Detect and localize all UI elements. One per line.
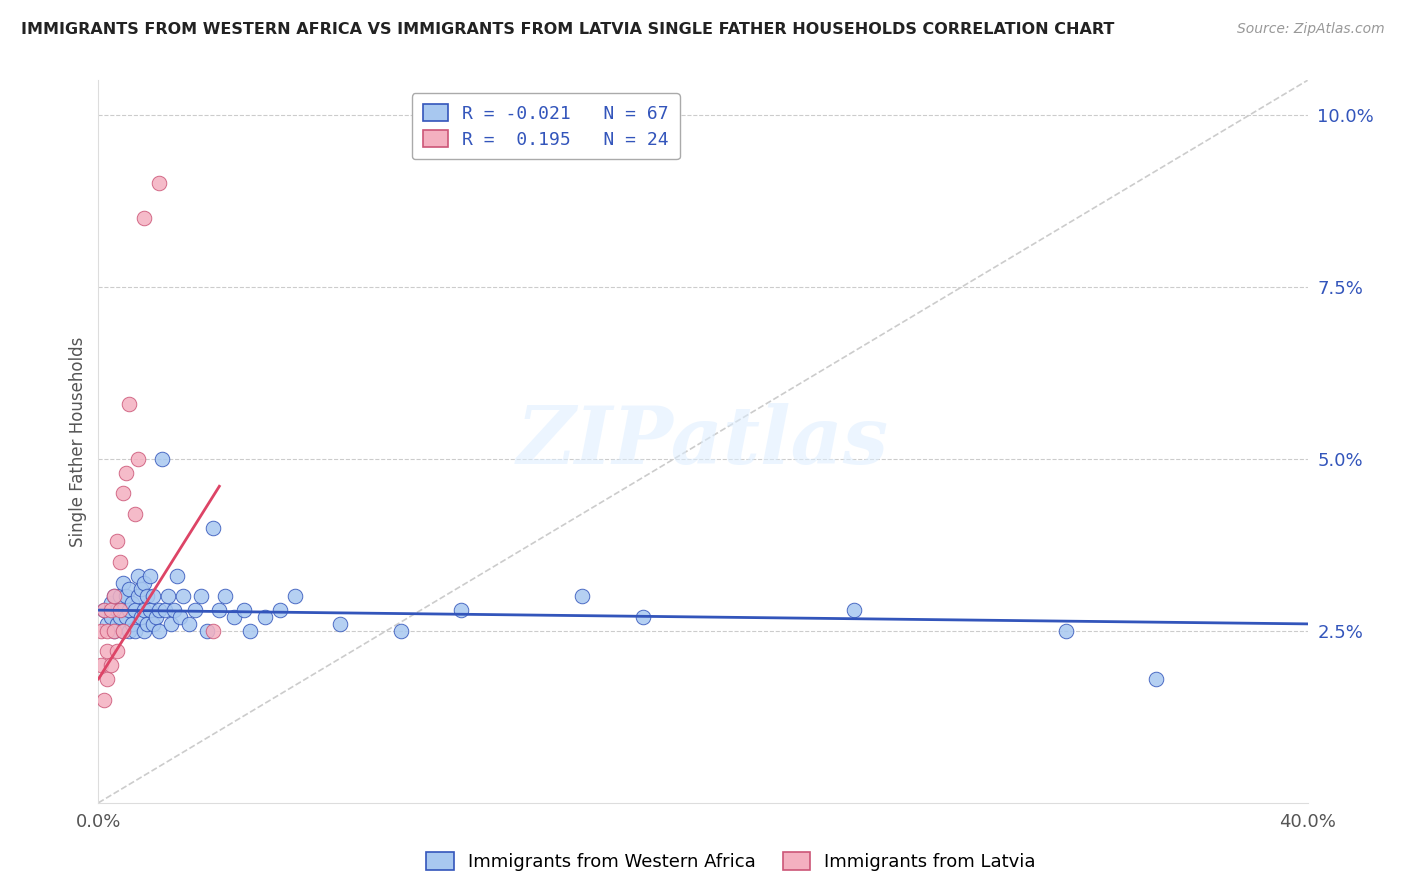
Point bbox=[103, 590, 125, 604]
Point bbox=[132, 624, 155, 638]
Point bbox=[108, 590, 131, 604]
Point bbox=[111, 575, 134, 590]
Point bbox=[132, 603, 155, 617]
Point bbox=[166, 568, 188, 582]
Point bbox=[169, 610, 191, 624]
Point bbox=[114, 610, 136, 624]
Point bbox=[108, 603, 131, 617]
Point bbox=[105, 534, 128, 549]
Point bbox=[163, 603, 186, 617]
Point bbox=[202, 520, 225, 534]
Point bbox=[90, 624, 112, 638]
Point bbox=[450, 603, 472, 617]
Point bbox=[132, 575, 155, 590]
Point bbox=[148, 603, 170, 617]
Point bbox=[108, 610, 131, 624]
Point bbox=[127, 451, 149, 466]
Point bbox=[96, 624, 118, 638]
Point bbox=[105, 616, 128, 631]
Point bbox=[96, 644, 118, 658]
Point bbox=[121, 596, 143, 610]
Point bbox=[148, 177, 170, 191]
Point bbox=[214, 590, 236, 604]
Point bbox=[93, 692, 115, 706]
Point bbox=[124, 507, 146, 521]
Point bbox=[127, 568, 149, 582]
Point bbox=[239, 624, 262, 638]
Point bbox=[111, 486, 134, 500]
Point bbox=[111, 603, 134, 617]
Text: Source: ZipAtlas.com: Source: ZipAtlas.com bbox=[1237, 22, 1385, 37]
Point bbox=[118, 603, 141, 617]
Point bbox=[160, 616, 183, 631]
Point bbox=[179, 616, 201, 631]
Point bbox=[93, 603, 115, 617]
Point bbox=[208, 603, 231, 617]
Point bbox=[190, 590, 212, 604]
Point bbox=[142, 616, 165, 631]
Point bbox=[118, 397, 141, 411]
Point bbox=[103, 624, 125, 638]
Point bbox=[153, 603, 176, 617]
Point bbox=[118, 624, 141, 638]
Point bbox=[195, 624, 218, 638]
Point bbox=[127, 590, 149, 604]
Point bbox=[150, 451, 173, 466]
Point bbox=[100, 658, 122, 673]
Point bbox=[232, 603, 254, 617]
Point bbox=[100, 610, 122, 624]
Point bbox=[118, 582, 141, 597]
Point bbox=[156, 590, 179, 604]
Point bbox=[124, 624, 146, 638]
Point bbox=[129, 610, 152, 624]
Point bbox=[253, 610, 276, 624]
Point bbox=[1144, 672, 1167, 686]
Text: IMMIGRANTS FROM WESTERN AFRICA VS IMMIGRANTS FROM LATVIA SINGLE FATHER HOUSEHOLD: IMMIGRANTS FROM WESTERN AFRICA VS IMMIGR… bbox=[21, 22, 1115, 37]
Point bbox=[105, 644, 128, 658]
Point bbox=[96, 616, 118, 631]
Point bbox=[100, 596, 122, 610]
Point bbox=[90, 658, 112, 673]
Point bbox=[142, 590, 165, 604]
Point bbox=[202, 624, 225, 638]
Point bbox=[111, 624, 134, 638]
Point bbox=[96, 672, 118, 686]
Point bbox=[172, 590, 194, 604]
Point bbox=[389, 624, 412, 638]
Point bbox=[129, 582, 152, 597]
Point bbox=[100, 603, 122, 617]
Point bbox=[108, 555, 131, 569]
Point bbox=[135, 590, 157, 604]
Point bbox=[111, 624, 134, 638]
Point bbox=[224, 610, 246, 624]
Point bbox=[132, 211, 155, 225]
Point bbox=[93, 603, 115, 617]
Point bbox=[148, 624, 170, 638]
Point bbox=[135, 616, 157, 631]
Point bbox=[571, 590, 593, 604]
Point bbox=[114, 590, 136, 604]
Point bbox=[103, 624, 125, 638]
Point bbox=[114, 466, 136, 480]
Point bbox=[184, 603, 207, 617]
Point bbox=[1054, 624, 1077, 638]
Legend: R = -0.021   N = 67, R =  0.195   N = 24: R = -0.021 N = 67, R = 0.195 N = 24 bbox=[412, 93, 681, 160]
Point bbox=[844, 603, 866, 617]
Text: ZIPatlas: ZIPatlas bbox=[517, 403, 889, 480]
Point bbox=[103, 590, 125, 604]
Y-axis label: Single Father Households: Single Father Households bbox=[69, 336, 87, 547]
Point bbox=[631, 610, 654, 624]
Point bbox=[105, 603, 128, 617]
Point bbox=[121, 616, 143, 631]
Point bbox=[124, 603, 146, 617]
Legend: Immigrants from Western Africa, Immigrants from Latvia: Immigrants from Western Africa, Immigran… bbox=[419, 846, 1043, 879]
Point bbox=[139, 603, 162, 617]
Point bbox=[329, 616, 352, 631]
Point bbox=[269, 603, 291, 617]
Point bbox=[139, 568, 162, 582]
Point bbox=[145, 610, 167, 624]
Point bbox=[284, 590, 307, 604]
